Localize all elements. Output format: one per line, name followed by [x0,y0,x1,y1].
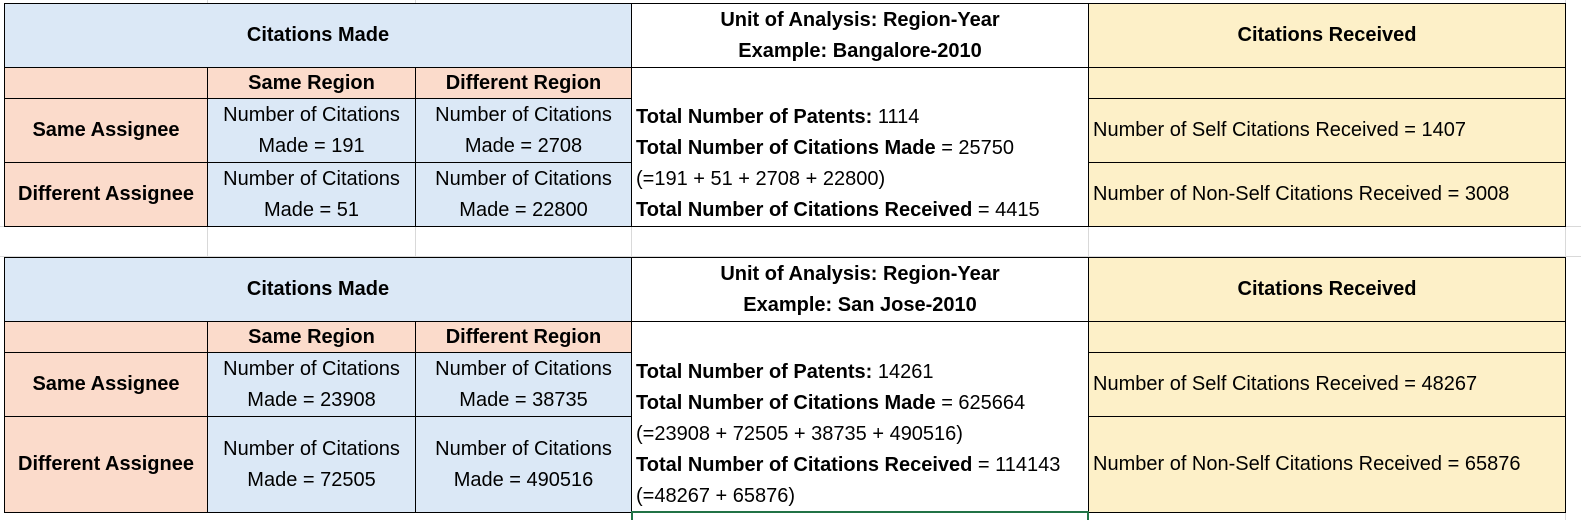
citations-made-header[interactable]: Citations Made [4,3,632,68]
unit-of-analysis-label: Unit of Analysis: Region-Year [720,262,1000,285]
citations-received-header-text: Citations Received [1237,278,1417,300]
cell-text: Number of Citations [435,167,612,190]
active-cell-selection [631,511,1089,513]
cell-text: Made = 2708 [464,134,583,157]
cell-different-assignee-different-region[interactable]: Number of Citations Made = 490516 [415,416,632,513]
row-header-same-assignee[interactable]: Same Assignee [4,352,208,417]
received-blank-cell[interactable] [1088,321,1566,353]
total-citations-made-line: Total Number of Citations Made = 625664 [636,392,1026,414]
col-header-text: Different Region [445,71,602,94]
row-header-different-assignee[interactable]: Different Assignee [4,416,208,513]
cell-text: Made = 51 [263,198,360,221]
col-header-text: Same Region [248,71,375,94]
row-header-text: Same Assignee [32,373,180,395]
unit-of-analysis-header[interactable]: Unit of Analysis: Region-Year Example: B… [631,3,1089,68]
cell-text: Number of Citations [223,437,400,460]
cell-text: Made = 38735 [459,388,588,411]
citations-made-header-text: Citations Made [246,278,390,300]
total-citations-received-line: Total Number of Citations Received = 114… [636,454,1061,476]
unit-of-analysis-header[interactable]: Unit of Analysis: Region-Year Example: S… [631,257,1089,322]
citations-made-breakdown: (=23908 + 72505 + 38735 + 490516) [636,423,963,445]
active-cell-selection-right [1087,511,1089,520]
col-header-text: Different Region [445,325,602,348]
row-header-different-assignee[interactable]: Different Assignee [4,162,208,227]
citations-made-header-text: Citations Made [246,24,390,46]
cell-text: Number of Self Citations Received = 4826… [1093,373,1478,395]
cell-text: Number of Citations [223,103,400,126]
cell-same-assignee-different-region[interactable]: Number of Citations Made = 38735 [415,352,632,417]
cell-text: Made = 191 [258,134,365,157]
row-header-text: Different Assignee [18,453,194,475]
col-header-text: Same Region [248,325,375,348]
citations-made-header[interactable]: Citations Made [4,257,632,322]
active-cell-selection-left [631,511,633,520]
corner-cell[interactable] [4,67,208,99]
summary-cell[interactable]: Total Number of Patents: 1114 Total Numb… [631,67,1089,227]
total-patents-line: Total Number of Patents: 1114 [636,106,920,128]
cell-text: Made = 23908 [247,388,376,411]
example-label: Example: Bangalore-2010 [738,39,982,62]
total-citations-made-line: Total Number of Citations Made = 25750 [636,137,1015,159]
self-citations-received-cell[interactable]: Number of Self Citations Received = 1407 [1088,98,1566,163]
col-header-different-region[interactable]: Different Region [415,321,632,353]
cell-different-assignee-same-region[interactable]: Number of Citations Made = 51 [207,162,416,227]
cell-text: Made = 72505 [247,468,376,491]
total-patents-line: Total Number of Patents: 14261 [636,361,934,383]
citations-received-header[interactable]: Citations Received [1088,3,1566,68]
cell-text: Number of Non-Self Citations Received = … [1093,453,1521,475]
col-header-same-region[interactable]: Same Region [207,67,416,99]
cell-text: Number of Citations [435,103,612,126]
cell-text: Number of Citations [223,167,400,190]
summary-cell[interactable]: Total Number of Patents: 14261 Total Num… [631,321,1089,513]
nonself-citations-received-cell[interactable]: Number of Non-Self Citations Received = … [1088,416,1566,513]
cell-different-assignee-same-region[interactable]: Number of Citations Made = 72505 [207,416,416,513]
cell-text: Number of Citations [435,437,612,460]
cell-text: Number of Self Citations Received = 1407 [1093,119,1466,141]
citations-received-header-text: Citations Received [1237,24,1417,46]
cell-text: Made = 490516 [453,468,594,491]
row-header-same-assignee[interactable]: Same Assignee [4,98,208,163]
citations-made-breakdown: (=191 + 51 + 2708 + 22800) [636,168,886,190]
self-citations-received-cell[interactable]: Number of Self Citations Received = 4826… [1088,352,1566,417]
cell-different-assignee-different-region[interactable]: Number of Citations Made = 22800 [415,162,632,227]
cell-same-assignee-different-region[interactable]: Number of Citations Made = 2708 [415,98,632,163]
row-header-text: Same Assignee [32,119,180,141]
cell-text: Number of Citations [435,357,612,380]
total-citations-received-line: Total Number of Citations Received = 441… [636,199,1040,221]
cell-same-assignee-same-region[interactable]: Number of Citations Made = 191 [207,98,416,163]
nonself-citations-received-cell[interactable]: Number of Non-Self Citations Received = … [1088,162,1566,227]
cell-same-assignee-same-region[interactable]: Number of Citations Made = 23908 [207,352,416,417]
row-header-text: Different Assignee [18,183,194,205]
citations-received-breakdown: (=48267 + 65876) [636,485,796,507]
corner-cell[interactable] [4,321,208,353]
example-label: Example: San Jose-2010 [743,293,977,316]
received-blank-cell[interactable] [1088,67,1566,99]
cell-text: Number of Non-Self Citations Received = … [1093,183,1510,205]
cell-text: Number of Citations [223,357,400,380]
citations-received-header[interactable]: Citations Received [1088,257,1566,322]
cell-text: Made = 22800 [459,198,588,221]
col-header-same-region[interactable]: Same Region [207,321,416,353]
unit-of-analysis-label: Unit of Analysis: Region-Year [720,8,1000,31]
col-header-different-region[interactable]: Different Region [415,67,632,99]
